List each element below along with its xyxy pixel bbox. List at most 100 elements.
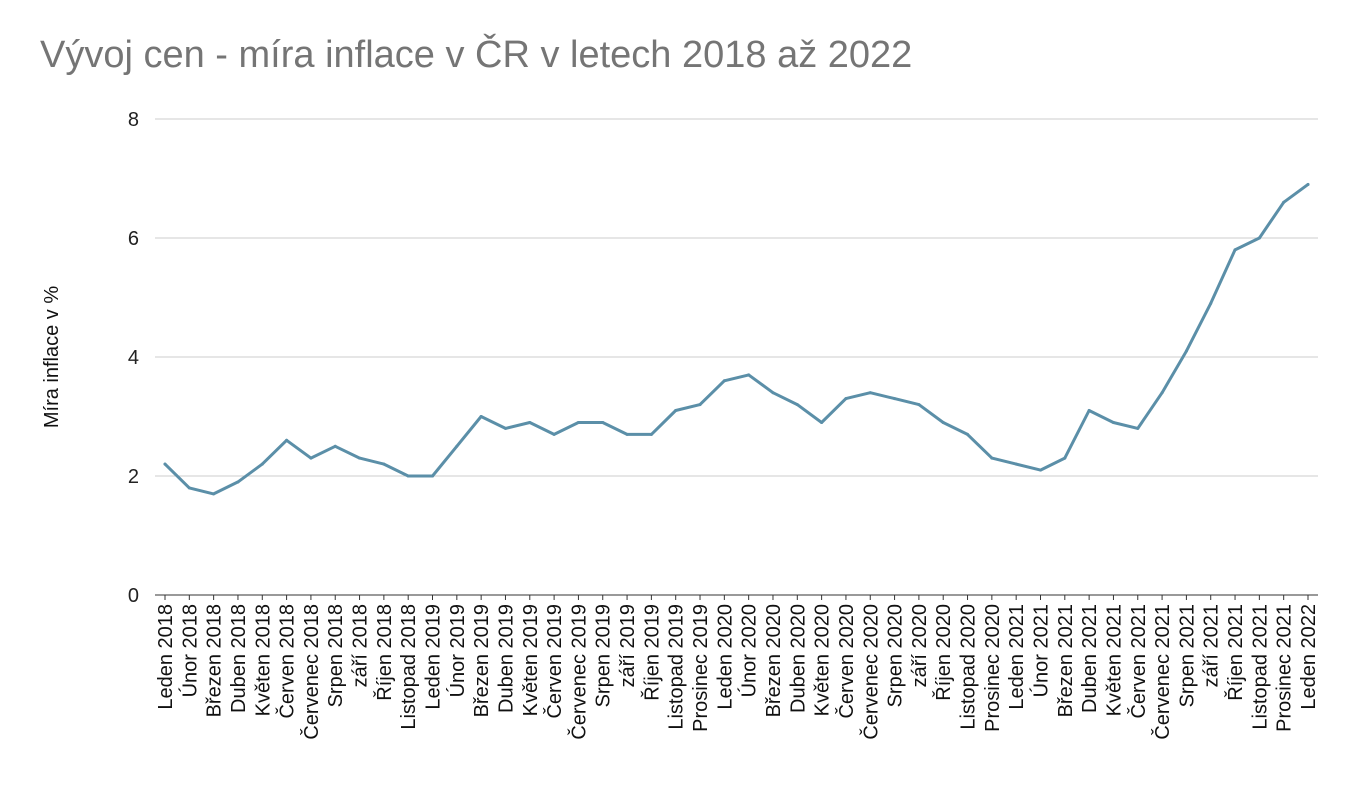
data-point	[1257, 236, 1261, 240]
gridlines	[155, 118, 1318, 596]
y-tick-label: 4	[128, 347, 139, 369]
x-tick-label: Březen 2021	[1055, 604, 1077, 717]
data-point	[1111, 420, 1115, 424]
x-tick-label: Březen 2019	[471, 604, 493, 717]
x-tick-label: Květen 2021	[1103, 604, 1125, 716]
x-tick-label: Duben 2020	[787, 604, 809, 713]
data-point	[966, 432, 970, 436]
x-tick-label: Únor 2019	[446, 604, 469, 697]
x-tick-label: Leden 2019	[423, 604, 445, 710]
x-tick-label: Červenec 2021	[1151, 604, 1174, 740]
x-tick-label: Srpen 2019	[593, 604, 615, 707]
x-tick-label: září 2021	[1201, 604, 1223, 687]
x-tick-label: Červenec 2018	[300, 604, 323, 740]
y-tick-label: 6	[128, 228, 139, 250]
x-tick-label: Květen 2018	[252, 604, 274, 716]
x-tick-label: Leden 2020	[714, 604, 736, 710]
data-point	[1160, 391, 1164, 395]
y-tick-label: 8	[128, 109, 139, 131]
data-point	[406, 474, 410, 478]
data-point	[990, 456, 994, 460]
data-point	[844, 397, 848, 401]
data-point	[382, 462, 386, 466]
data-point	[1014, 462, 1018, 466]
data-point	[868, 391, 872, 395]
data-point	[1136, 426, 1140, 430]
x-tick-label: Červen 2019	[543, 604, 566, 719]
x-tick-label: Říjen 2019	[640, 604, 663, 701]
data-point	[601, 420, 605, 424]
data-point	[236, 480, 240, 484]
data-point	[163, 462, 167, 466]
data-point	[1306, 182, 1310, 186]
y-axis-label: Míra inflace v %	[41, 286, 63, 428]
x-tick-label: Prosinec 2021	[1274, 604, 1296, 732]
x-tick-label: Leden 2022	[1298, 604, 1320, 710]
data-point	[552, 432, 556, 436]
data-point	[795, 403, 799, 407]
data-point	[528, 420, 532, 424]
x-tick-label: Červen 2020	[835, 604, 858, 719]
data-point	[187, 486, 191, 490]
x-tick-label: Srpen 2020	[885, 604, 907, 707]
x-tick-label: Listopad 2019	[666, 604, 688, 730]
x-tick-label: Červen 2021	[1127, 604, 1150, 719]
x-tick-label: Duben 2019	[496, 604, 518, 713]
x-tick-label: Únor 2020	[738, 604, 761, 697]
x-tick-label: Březen 2020	[763, 604, 785, 717]
x-tick-label: Prosinec 2019	[690, 604, 712, 732]
x-tick-label: Květen 2019	[520, 604, 542, 716]
data-point	[625, 432, 629, 436]
data-point	[917, 403, 921, 407]
series-line	[163, 182, 1310, 496]
data-point	[333, 444, 337, 448]
data-point	[1209, 301, 1213, 305]
x-tick-label: Červenec 2019	[567, 604, 590, 740]
data-point	[771, 391, 775, 395]
data-point	[1184, 349, 1188, 353]
data-point	[941, 420, 945, 424]
x-tick-label: Duben 2021	[1079, 604, 1101, 713]
x-tick-label: Listopad 2020	[958, 604, 980, 730]
data-point	[576, 420, 580, 424]
x-axis-ticks: Leden 2018 Únor 2018 Březen 2018 Duben 2018…	[155, 595, 1320, 740]
data-point	[431, 474, 435, 478]
data-point	[358, 456, 362, 460]
y-axis-ticks: 0 2 4 6 8	[128, 109, 139, 607]
chart-title: Vývoj cen - míra inflace v ČR v letech 2…	[40, 34, 913, 76]
x-tick-label: Srpen 2018	[325, 604, 347, 707]
data-point	[285, 438, 289, 442]
x-tick-label: Listopad 2018	[398, 604, 420, 730]
data-point	[1282, 200, 1286, 204]
data-point	[309, 456, 313, 460]
x-tick-label: Říjen 2021	[1224, 604, 1247, 701]
x-tick-label: září 2020	[909, 604, 931, 687]
x-tick-label: Květen 2020	[812, 604, 834, 716]
x-tick-label: Říjen 2020	[932, 604, 955, 701]
data-point	[503, 426, 507, 430]
x-tick-label: Listopad 2021	[1249, 604, 1271, 730]
x-tick-label: Březen 2018	[204, 604, 226, 717]
data-point	[1063, 456, 1067, 460]
x-tick-label: září 2019	[617, 604, 639, 687]
x-tick-label: Únor 2021	[1030, 604, 1053, 697]
data-point	[698, 403, 702, 407]
data-point	[747, 373, 751, 377]
x-tick-label: Leden 2021	[1006, 604, 1028, 710]
data-point	[722, 379, 726, 383]
x-tick-label: Červen 2018	[276, 604, 299, 719]
y-tick-label: 2	[128, 466, 139, 488]
data-point	[455, 444, 459, 448]
x-tick-label: Říjen 2018	[373, 604, 396, 701]
data-point	[649, 432, 653, 436]
data-point	[212, 492, 216, 496]
x-tick-label: Duben 2018	[228, 604, 250, 713]
data-point	[820, 420, 824, 424]
data-point	[1038, 468, 1042, 472]
x-tick-label: Únor 2018	[178, 604, 201, 697]
data-point	[893, 397, 897, 401]
data-point	[1233, 248, 1237, 252]
series	[163, 182, 1310, 496]
x-tick-label: září 2018	[350, 604, 372, 687]
